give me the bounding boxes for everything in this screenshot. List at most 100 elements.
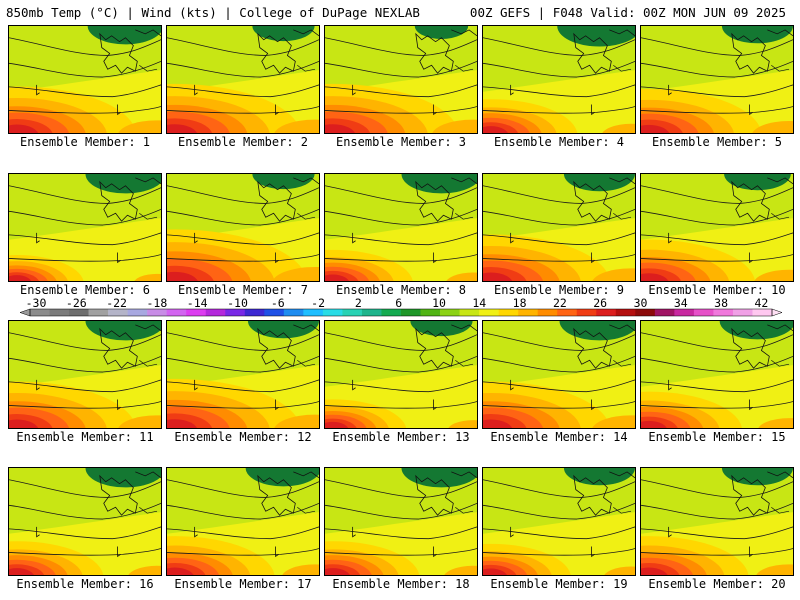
ensemble-member-map xyxy=(324,320,478,429)
colorbar-tick-label: 2 xyxy=(354,296,362,310)
colorbar-swatch xyxy=(381,309,402,316)
colorbar-tick-label: -14 xyxy=(186,296,208,310)
temperature-colorbar xyxy=(19,308,783,317)
ensemble-member-label: Ensemble Member: 5 xyxy=(651,135,783,149)
ensemble-member-map xyxy=(166,173,320,282)
colorbar-swatch xyxy=(732,309,753,316)
colorbar-swatch xyxy=(69,309,89,316)
colorbar-swatch xyxy=(205,309,226,316)
colorbar-tick-label: 18 xyxy=(512,296,527,310)
colorbar-max-arrow xyxy=(771,308,783,317)
colorbar-tick-label: 22 xyxy=(552,296,567,310)
colorbar-swatch xyxy=(303,309,324,316)
colorbar-tick-label: -18 xyxy=(146,296,168,310)
ensemble-member-map xyxy=(324,467,478,576)
ensemble-member-label: Ensemble Member: 19 xyxy=(490,577,628,591)
colorbar-swatch xyxy=(166,309,187,316)
ensemble-member-label: Ensemble Member: 20 xyxy=(648,577,786,591)
ensemble-member-map xyxy=(482,25,636,134)
ensemble-member-map xyxy=(166,467,320,576)
colorbar-swatch xyxy=(674,309,695,316)
colorbar-swatch xyxy=(596,309,617,316)
colorbar-swatch xyxy=(264,309,285,316)
colorbar-swatch xyxy=(752,309,773,316)
ensemble-member-label: Ensemble Member: 9 xyxy=(493,283,625,297)
colorbar-swatch xyxy=(342,309,363,316)
colorbar-swatch xyxy=(518,309,538,316)
colorbar-tick-label: 14 xyxy=(472,296,487,310)
map-title: 850mb Temp (°C) | Wind (kts) | College o… xyxy=(6,5,420,20)
ensemble-member-label: Ensemble Member: 16 xyxy=(16,577,154,591)
ensemble-member-map xyxy=(640,173,794,282)
colorbar-swatch xyxy=(440,309,460,316)
colorbar-swatch xyxy=(615,309,636,316)
colorbar-swatch xyxy=(693,309,714,316)
colorbar-tick-label: 34 xyxy=(673,296,688,310)
colorbar-swatch xyxy=(88,309,109,316)
colorbar-tick-label: -6 xyxy=(270,296,285,310)
colorbar-swatch xyxy=(225,309,246,316)
colorbar-swatch xyxy=(361,309,382,316)
ensemble-member-map xyxy=(640,320,794,429)
ensemble-member-label: Ensemble Member: 11 xyxy=(16,430,154,444)
ensemble-member-map xyxy=(640,467,794,576)
colorbar-swatch xyxy=(420,309,441,316)
colorbar-tick-label: -10 xyxy=(227,296,248,310)
ensemble-member-map xyxy=(640,25,794,134)
ensemble-member-label: Ensemble Member: 10 xyxy=(648,283,786,297)
run-valid-time: 00Z GEFS | F048 Valid: 00Z MON JUN 09 20… xyxy=(469,5,786,20)
ensemble-member-map xyxy=(482,173,636,282)
colorbar-swatch xyxy=(322,309,343,316)
colorbar-tick-label: -2 xyxy=(311,296,326,310)
colorbar-swatch xyxy=(557,309,578,316)
colorbar-swatch xyxy=(127,309,148,316)
colorbar-tick-label: -22 xyxy=(106,296,127,310)
colorbar-swatch xyxy=(654,309,675,316)
ensemble-member-map xyxy=(482,467,636,576)
colorbar-swatch xyxy=(537,309,558,316)
ensemble-member-map xyxy=(166,25,320,134)
colorbar-tick-label: -30 xyxy=(25,296,47,310)
ensemble-member-label: Ensemble Member: 14 xyxy=(490,430,628,444)
ensemble-member-map xyxy=(166,320,320,429)
ensemble-member-label: Ensemble Member: 13 xyxy=(332,430,470,444)
ensemble-member-label: Ensemble Member: 7 xyxy=(177,283,309,297)
colorbar-swatch xyxy=(49,309,70,316)
colorbar-swatch xyxy=(283,309,304,316)
colorbar-swatch xyxy=(244,309,265,316)
ensemble-member-map xyxy=(8,467,162,576)
colorbar-swatch xyxy=(186,309,207,316)
colorbar-tick-label: 10 xyxy=(432,296,446,310)
ensemble-member-label: Ensemble Member: 1 xyxy=(19,135,151,149)
colorbar-swatch xyxy=(459,309,480,316)
colorbar-swatch xyxy=(479,309,499,316)
colorbar-swatch xyxy=(108,309,128,316)
colorbar-swatch xyxy=(498,309,519,316)
ensemble-member-label: Ensemble Member: 3 xyxy=(335,135,467,149)
ensemble-member-map xyxy=(324,173,478,282)
colorbar-tick-label: 6 xyxy=(395,296,403,310)
ensemble-member-map xyxy=(324,25,478,134)
colorbar-min-arrow xyxy=(19,308,31,317)
colorbar-swatch xyxy=(635,309,656,316)
colorbar-swatch xyxy=(147,309,167,316)
ensemble-member-label: Ensemble Member: 6 xyxy=(19,283,151,297)
colorbar-swatch xyxy=(713,309,734,316)
ensemble-member-label: Ensemble Member: 18 xyxy=(332,577,470,591)
ensemble-member-label: Ensemble Member: 4 xyxy=(493,135,625,149)
ensemble-member-label: Ensemble Member: 8 xyxy=(335,283,467,297)
colorbar-outline xyxy=(29,308,773,317)
ensemble-member-label: Ensemble Member: 2 xyxy=(177,135,309,149)
colorbar-tick-label: -26 xyxy=(65,296,87,310)
colorbar-tick-label: 42 xyxy=(754,296,769,310)
ensemble-member-map xyxy=(8,25,162,134)
ensemble-member-map xyxy=(8,320,162,429)
colorbar-tick-label: 38 xyxy=(714,296,729,310)
ensemble-member-map xyxy=(8,173,162,282)
ensemble-member-map xyxy=(482,320,636,429)
ensemble-member-label: Ensemble Member: 15 xyxy=(648,430,786,444)
colorbar-swatch xyxy=(30,309,50,316)
colorbar-swatch xyxy=(401,309,421,316)
ensemble-member-label: Ensemble Member: 12 xyxy=(174,430,312,444)
colorbar-tick-label: 26 xyxy=(593,296,608,310)
